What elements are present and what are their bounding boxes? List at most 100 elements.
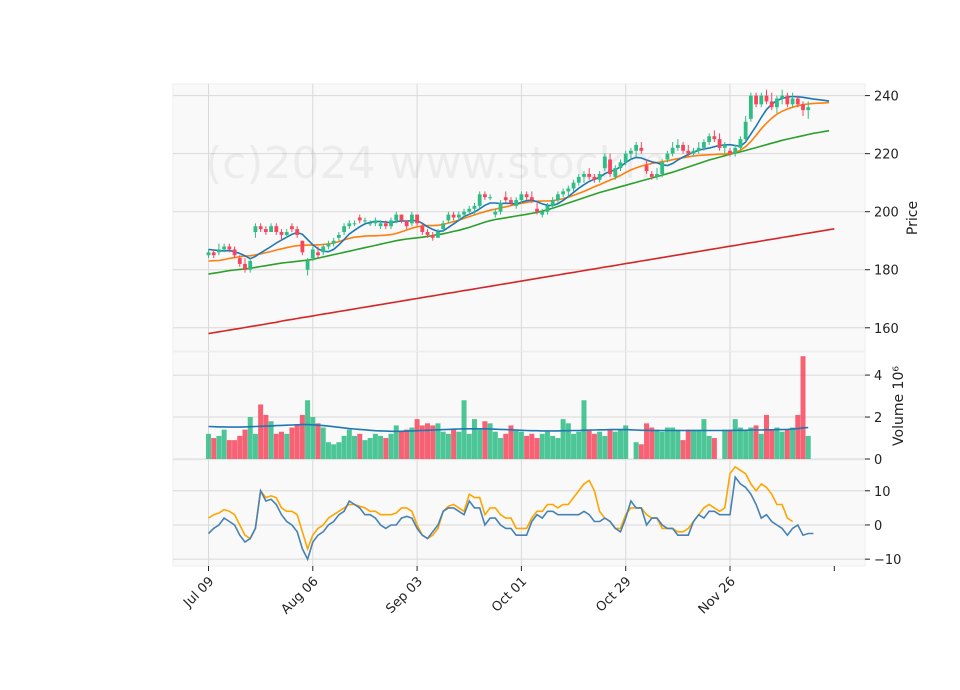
volume-bar: [758, 433, 764, 459]
candle-down: [300, 240, 305, 253]
candle-up: [441, 223, 446, 230]
volume-bar: [242, 429, 248, 459]
volume-bar: [487, 423, 493, 459]
candle-down: [227, 246, 232, 250]
candle-down: [785, 95, 790, 105]
volume-bar: [743, 429, 749, 459]
osc-tick-label: 0: [874, 519, 882, 534]
candle-down: [415, 214, 419, 224]
oscillator-fast-line: [207, 475, 814, 562]
volume-bar: [362, 440, 368, 459]
candle-down: [451, 214, 456, 218]
candle-up: [660, 162, 665, 174]
volume-bar: [315, 423, 321, 459]
candle-down: [681, 144, 685, 151]
candle-up: [467, 208, 472, 212]
candle-up: [613, 168, 618, 177]
candle-down: [608, 159, 612, 174]
candle-up: [790, 98, 795, 105]
volume-bar: [544, 431, 550, 459]
candle-up: [576, 176, 581, 183]
x-tick-label: Aug 06: [278, 574, 321, 617]
volume-bar: [769, 429, 775, 459]
candle-down: [524, 194, 529, 198]
candle-down: [769, 101, 774, 108]
candle-down: [639, 147, 644, 151]
volume-bar: [388, 433, 394, 459]
volume-bar: [451, 429, 457, 459]
moving-average-lines: [208, 95, 835, 335]
price-tick-label: 160: [874, 322, 899, 337]
volume-bar: [534, 438, 540, 459]
candle-up: [217, 249, 221, 253]
price-panel-bg: [172, 83, 866, 352]
candle-down: [399, 214, 404, 221]
volume-bar: [263, 414, 269, 459]
candle-down: [237, 258, 242, 264]
candle-down: [274, 226, 279, 233]
volume-bar: [393, 425, 399, 459]
volume-bar: [289, 427, 295, 459]
volume-bar: [252, 433, 258, 459]
volume-bar: [320, 427, 326, 459]
candle-up: [389, 220, 393, 227]
candle-up: [498, 202, 503, 212]
candle-down: [295, 229, 300, 235]
candle-up: [446, 214, 451, 221]
candle-down: [357, 217, 362, 221]
candle-down: [535, 208, 539, 212]
volume-bar: [539, 433, 545, 459]
candle-down: [592, 176, 597, 180]
volume-bar: [565, 423, 571, 459]
candle-down: [420, 226, 425, 233]
ma5-line: [208, 95, 830, 260]
volume-bar: [461, 400, 467, 459]
candlesticks: [206, 89, 811, 276]
candle-down: [717, 139, 722, 148]
osc-panel-bg: [172, 459, 866, 567]
volume-bar: [221, 429, 227, 459]
volume-bar: [784, 429, 790, 459]
candle-up: [253, 226, 258, 233]
candle-up: [363, 220, 367, 222]
watermark-text: (c)2024 www.stockm: [205, 138, 667, 189]
volume-bar: [513, 429, 519, 459]
volume-bar: [800, 356, 806, 459]
volume-bar: [795, 414, 801, 459]
candle-up: [477, 194, 482, 206]
volume-bar: [294, 425, 300, 459]
volume-bar: [518, 431, 524, 459]
candle-down: [211, 252, 216, 256]
candle-up: [738, 139, 743, 148]
volume-bar: [430, 425, 436, 459]
candle-up: [707, 136, 712, 143]
candle-up: [331, 240, 336, 244]
candle-up: [342, 226, 346, 233]
volume-bar: [445, 433, 451, 459]
volume-bar: [435, 423, 441, 459]
volume-bar: [398, 431, 404, 459]
candle-up: [733, 147, 738, 154]
volume-bar: [706, 435, 712, 459]
volume-bar: [685, 429, 691, 459]
candle-down: [430, 234, 435, 238]
volume-bar: [774, 427, 780, 459]
volume-bar: [576, 431, 582, 459]
volume-bar: [623, 425, 629, 459]
price-tick-label: 220: [874, 148, 899, 163]
candle-up: [759, 95, 764, 105]
volume-bar: [346, 429, 352, 459]
candle-up: [775, 98, 779, 108]
volume-bar: [372, 433, 378, 459]
candle-up: [545, 205, 550, 212]
volume-bar: [279, 431, 285, 459]
volume-bar: [414, 419, 420, 459]
volume-bar: [586, 429, 592, 459]
candle-up: [556, 194, 560, 201]
candle-up: [493, 211, 498, 215]
x-axis-ticks: Jul 09 Aug 06 Sep 03 Oct 01 Oct 29 Nov 26: [180, 566, 835, 617]
volume-bar: [268, 421, 274, 459]
volume-bars: [206, 356, 811, 459]
candle-up: [488, 197, 493, 199]
volume-bar: [654, 429, 660, 459]
